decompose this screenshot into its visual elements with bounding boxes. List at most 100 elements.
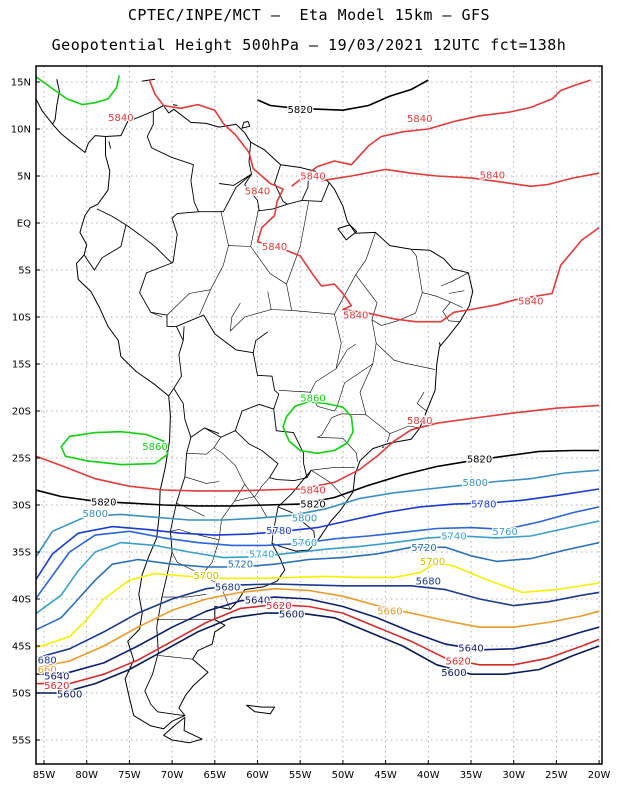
state-border-line [317, 413, 367, 438]
coastline-path [172, 104, 178, 106]
lat-tick-label: 10S [12, 313, 31, 324]
contour-label: 5620 [445, 657, 470, 668]
coastline-path [381, 446, 385, 449]
contour-label: 5620 [44, 681, 69, 692]
state-border-line [171, 551, 203, 575]
contour-label: 5640 [458, 643, 483, 654]
state-border-line [286, 201, 309, 285]
contour-5840 [291, 79, 591, 187]
state-border-line [250, 209, 259, 247]
state-border-line [166, 245, 292, 316]
contour-label: 5600 [57, 689, 82, 700]
contour-5800 [36, 469, 600, 559]
state-border-line [422, 292, 463, 308]
lon-tick-label: 35W [460, 770, 483, 781]
country-border-line [83, 224, 127, 271]
contour-5860 [36, 75, 120, 106]
state-border-line [229, 302, 241, 332]
contour-5740 [36, 520, 600, 615]
contour-5640 [36, 596, 600, 675]
map-frame [35, 65, 603, 765]
lat-tick-label: 55S [12, 736, 31, 747]
contour-label: 5800 [463, 478, 488, 489]
lat-tick-label: 35S [12, 548, 31, 559]
contour-label: 5840 [518, 297, 543, 308]
lat-tick-label: 15S [12, 360, 31, 371]
state-border-line [387, 433, 391, 443]
state-border-line [336, 319, 377, 408]
state-border-line [440, 272, 469, 287]
lon-tick-label: 20W [588, 770, 611, 781]
contour-label: 5860 [300, 393, 325, 404]
state-border-line [229, 291, 272, 332]
contour-5780 [36, 488, 600, 581]
country-border-line [146, 111, 200, 263]
contour-5760 [36, 506, 600, 600]
country-border-line [252, 331, 268, 353]
contour-label: 5600 [441, 668, 466, 679]
state-border-line [184, 476, 220, 484]
state-border-line [234, 477, 270, 502]
contour-label: 5840 [480, 171, 505, 182]
lat-tick-label: EQ [17, 219, 31, 230]
contour-5600 [36, 612, 600, 694]
contour-label: 5600 [279, 610, 304, 621]
contour-label: 5840 [407, 416, 432, 427]
contour-label: 5700 [420, 557, 445, 568]
state-border-line [199, 289, 211, 316]
state-border-line [150, 312, 163, 318]
state-border-line [158, 655, 193, 660]
state-border-line [244, 484, 268, 518]
contour-label: 5800 [292, 514, 317, 525]
state-border-line [161, 594, 207, 598]
contour-label: 5840 [343, 311, 368, 322]
lon-tick-label: 55W [289, 770, 312, 781]
contour-5660 [36, 587, 600, 669]
country-border-line [234, 409, 308, 482]
contour-label: 5780 [266, 526, 291, 537]
contour-label: 5720 [228, 560, 253, 571]
contour-label: 5800 [83, 509, 108, 520]
lat-tick-label: 20S [12, 407, 31, 418]
contour-label: 5820 [300, 500, 325, 511]
state-border-line [359, 363, 420, 434]
state-border-line [355, 249, 423, 326]
country-border-line [96, 208, 173, 264]
lon-tick-label: 70W [161, 770, 184, 781]
contour-label: 5720 [411, 543, 436, 554]
state-border-line [271, 309, 342, 412]
lat-tick-label: 5S [18, 266, 31, 277]
contour-5820 [257, 79, 429, 111]
lat-tick-label: 5N [17, 172, 31, 183]
contour-label: 5700 [194, 571, 219, 582]
contour-5840 [148, 78, 600, 323]
contour-label: 5640 [245, 595, 270, 606]
state-border-line [416, 392, 427, 412]
country-borders [83, 111, 330, 717]
lon-tick-label: 45W [374, 770, 397, 781]
country-border-line [198, 173, 252, 213]
chart-title-line1: CPTEC/INPE/MCT – Eta Model 15km – GFS [127, 6, 491, 24]
lon-tick-label: 85W [33, 770, 56, 781]
contour-label: 5760 [492, 527, 517, 538]
contour-label: 5840 [407, 114, 432, 125]
contour-label: 5840 [300, 172, 325, 183]
state-border-line [311, 469, 346, 499]
contour-label: 5760 [292, 538, 317, 549]
lat-tick-label: 30S [12, 501, 31, 512]
lon-tick-label: 80W [75, 770, 98, 781]
contour-5860 [282, 400, 354, 455]
contour-label: 5780 [471, 500, 496, 511]
country-border-line [182, 326, 185, 341]
country-border-line [139, 262, 184, 397]
contour-labels: 5840 5820 5840 5840 5840 5840 5840 5840 5840 5860… [31, 104, 545, 702]
country-border-line [173, 314, 280, 439]
contour-label: 5680 [31, 656, 56, 667]
coastline-path [337, 224, 358, 241]
country-border-line [108, 141, 112, 149]
contour-label: 5660 [31, 665, 56, 676]
lat-tick-label: 25S [12, 454, 31, 465]
lat-tick-label: 15N [11, 78, 31, 89]
contour-5620 [36, 603, 600, 685]
